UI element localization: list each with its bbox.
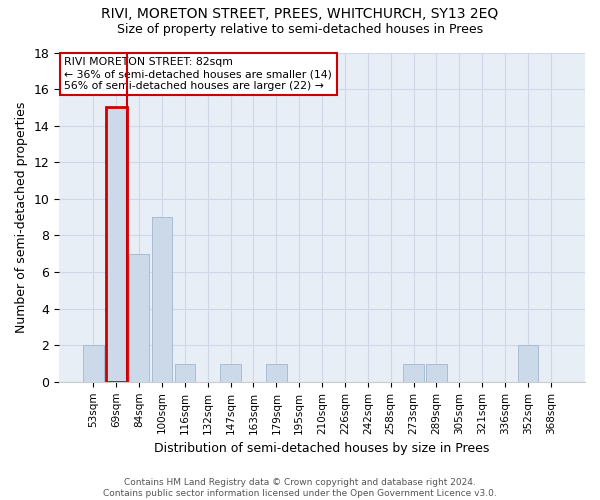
Bar [426, 364, 447, 382]
Text: Size of property relative to semi-detached houses in Prees: Size of property relative to semi-detach… [117, 22, 483, 36]
Bar [266, 364, 287, 382]
Bar [220, 364, 241, 382]
Bar [175, 364, 195, 382]
Bar [106, 108, 127, 382]
Text: RIVI MORETON STREET: 82sqm
← 36% of semi-detached houses are smaller (14)
56% of: RIVI MORETON STREET: 82sqm ← 36% of semi… [64, 58, 332, 90]
Bar [403, 364, 424, 382]
Bar [152, 217, 172, 382]
X-axis label: Distribution of semi-detached houses by size in Prees: Distribution of semi-detached houses by … [154, 442, 490, 455]
Text: Contains HM Land Registry data © Crown copyright and database right 2024.
Contai: Contains HM Land Registry data © Crown c… [103, 478, 497, 498]
Text: RIVI, MORETON STREET, PREES, WHITCHURCH, SY13 2EQ: RIVI, MORETON STREET, PREES, WHITCHURCH,… [101, 8, 499, 22]
Bar [518, 345, 538, 382]
Bar [129, 254, 149, 382]
Bar [83, 345, 104, 382]
Y-axis label: Number of semi-detached properties: Number of semi-detached properties [15, 102, 28, 333]
